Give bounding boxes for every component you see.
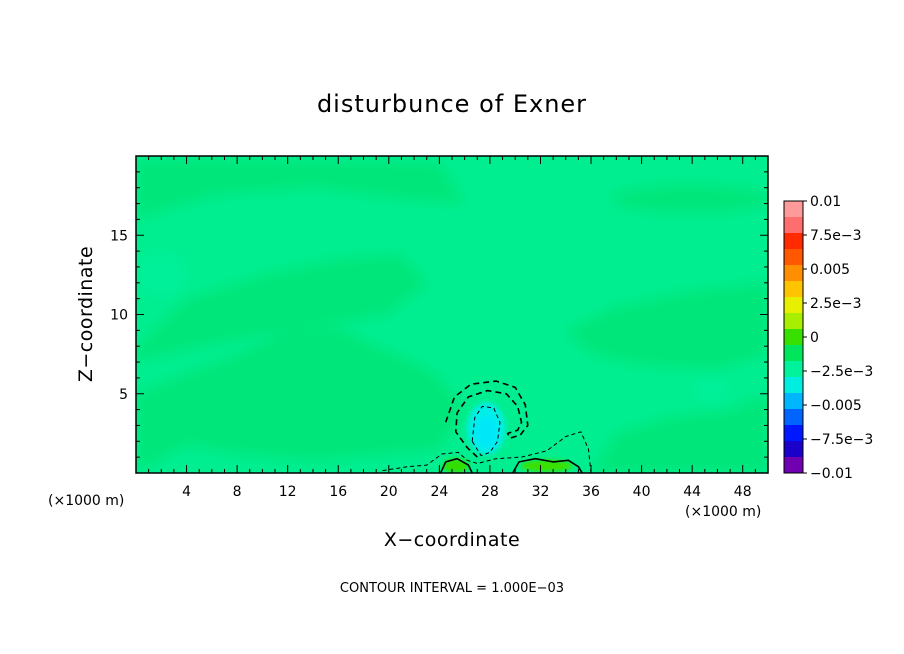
field-band xyxy=(591,393,768,473)
colorbar: 0.01 7.5e−3 0.005 2.5e−3 0 −2.5e−3 −0.005 −7.5e… xyxy=(783,194,873,482)
colorbar-swatch xyxy=(784,409,803,426)
colorbar-label: 0.01 xyxy=(810,194,841,210)
chart-title: disturbunce of Exner xyxy=(317,90,587,118)
contour-outer-negative xyxy=(444,380,529,458)
field-band xyxy=(693,376,730,405)
colorbar-swatch xyxy=(784,393,803,410)
x-tick-label: 16 xyxy=(329,484,347,500)
colorbar-swatch xyxy=(784,441,803,458)
colorbar-swatch xyxy=(784,425,803,442)
contour-inner-negative xyxy=(471,405,501,457)
colorbar-swatch xyxy=(784,329,803,346)
cell-core xyxy=(475,415,498,448)
x-tick-label: 28 xyxy=(481,484,499,500)
y-axis: 5 10 15 xyxy=(110,171,768,458)
colorbar-label: −7.5e−3 xyxy=(810,432,873,448)
contour-interval-note: CONTOUR INTERVAL = 1.000E−03 xyxy=(340,581,564,596)
colorbar-swatch xyxy=(784,217,803,234)
x-tick-label: 44 xyxy=(683,484,701,500)
x-tick-label: 8 xyxy=(233,484,242,500)
colorbar-label: −0.005 xyxy=(810,398,862,414)
colorbar-swatch xyxy=(784,377,803,394)
field-band xyxy=(612,184,768,213)
x-tick-label: 4 xyxy=(182,484,191,500)
field xyxy=(136,156,768,473)
x-tick-label: 20 xyxy=(380,484,398,500)
colorbar-swatch xyxy=(784,297,803,314)
contour-near-ground-negative xyxy=(382,431,592,473)
y-axis-label: Z−coordinate xyxy=(75,246,97,382)
field-band xyxy=(136,252,188,297)
x-tick-label: 40 xyxy=(633,484,651,500)
y-tick-label: 10 xyxy=(110,308,128,324)
y-tick-label: 5 xyxy=(119,387,128,403)
x-tick-label: 36 xyxy=(582,484,600,500)
colorbar-label: 2.5e−3 xyxy=(810,296,862,312)
colorbar-swatch xyxy=(784,249,803,266)
colorbar-swatch xyxy=(784,457,803,474)
y-tick-label: 15 xyxy=(110,228,128,244)
x-tick-label: 12 xyxy=(279,484,297,500)
x-axis-label: X−coordinate xyxy=(384,529,520,551)
contour-zero-left xyxy=(439,457,473,473)
x-unit-right: (×1000 m) xyxy=(685,504,761,520)
field-band xyxy=(565,282,768,370)
colorbar-label: 0 xyxy=(810,330,819,346)
field-band xyxy=(136,159,465,220)
colorbar-label: 0.005 xyxy=(810,262,850,278)
colorbar-swatch xyxy=(784,233,803,250)
field-band xyxy=(136,254,427,363)
field-band xyxy=(136,327,465,473)
colorbar-swatch xyxy=(784,281,803,298)
colorbar-label: −2.5e−3 xyxy=(810,364,873,380)
x-axis: 4 8 12 16 20 24 28 32 36 40 44 48 xyxy=(148,156,756,500)
x-tick-label: 48 xyxy=(734,484,752,500)
contour-zero-right xyxy=(512,457,583,473)
positive-lobe xyxy=(520,459,573,472)
colorbar-swatch xyxy=(784,361,803,378)
colorbar-label: −0.01 xyxy=(810,466,853,482)
colorbar-swatch xyxy=(784,313,803,330)
x-tick-label: 24 xyxy=(430,484,448,500)
colorbar-swatch xyxy=(784,345,803,362)
colorbar-label: 7.5e−3 xyxy=(810,228,862,244)
x-tick-label: 32 xyxy=(532,484,550,500)
colorbar-swatch xyxy=(784,265,803,282)
x-unit-left: (×1000 m) xyxy=(48,493,124,509)
colorbar-swatch xyxy=(784,201,803,218)
